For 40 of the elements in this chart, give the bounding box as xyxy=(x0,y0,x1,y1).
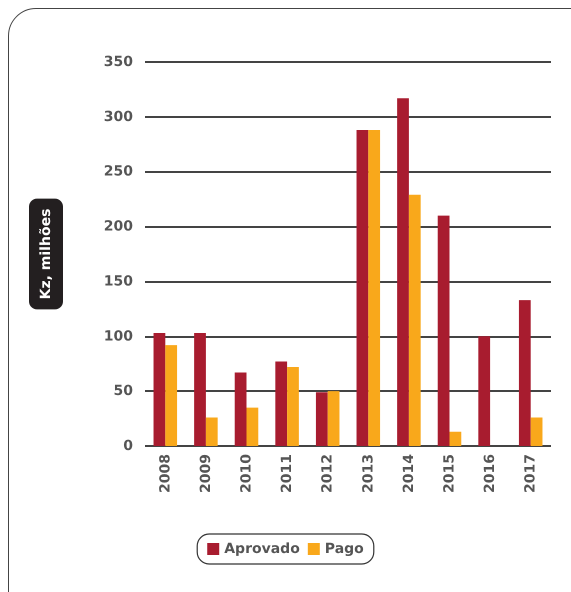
y-tick-label: 350 xyxy=(104,54,134,70)
bar xyxy=(356,130,368,446)
bar xyxy=(450,432,462,446)
bar xyxy=(194,332,206,446)
x-tick-label: 2008 xyxy=(157,454,174,493)
x-tick-label: 2012 xyxy=(320,454,336,493)
bar xyxy=(397,98,409,446)
bar xyxy=(518,300,531,446)
bar xyxy=(328,391,340,446)
x-tick-label: 2014 xyxy=(400,454,417,493)
bar xyxy=(368,130,380,446)
y-tick-label: 50 xyxy=(114,383,134,400)
bar xyxy=(165,345,178,446)
bar xyxy=(316,392,328,446)
x-tick-label: 2010 xyxy=(238,454,254,493)
bar xyxy=(287,367,299,446)
x-tick-label: 2009 xyxy=(198,454,214,493)
bar xyxy=(438,216,450,446)
y-tick-label: 200 xyxy=(104,218,134,235)
legend-label: Aprovado xyxy=(224,541,300,557)
y-tick-label: 150 xyxy=(104,273,134,290)
bar xyxy=(234,372,246,446)
y-tick-label: 100 xyxy=(104,328,134,344)
x-tick-label: 2015 xyxy=(442,454,458,493)
bar xyxy=(478,336,490,446)
x-tick-label: 2017 xyxy=(522,454,539,493)
bar xyxy=(154,332,166,446)
bar xyxy=(246,408,258,446)
y-tick-label: 0 xyxy=(123,438,134,454)
y-tick-label: 250 xyxy=(104,164,134,180)
x-tick-label: 2016 xyxy=(482,454,498,493)
x-tick-label: 2011 xyxy=(279,454,296,493)
legend-label: Pago xyxy=(324,541,364,557)
y-axis-title: Kz, milhões xyxy=(38,208,54,300)
bar xyxy=(530,417,542,446)
y-tick-label: 300 xyxy=(104,108,134,125)
bar xyxy=(275,362,288,446)
bar xyxy=(206,417,218,446)
bar xyxy=(408,194,421,446)
x-tick-label: 2013 xyxy=(360,454,376,493)
